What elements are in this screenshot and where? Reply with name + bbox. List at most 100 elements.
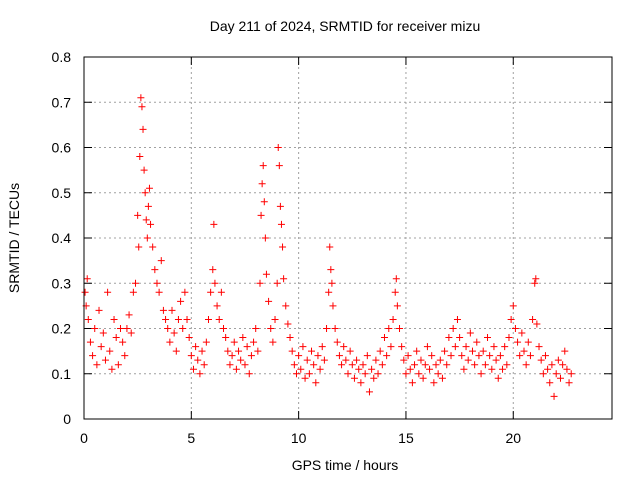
- data-point: [466, 329, 474, 337]
- data-point: [486, 352, 494, 360]
- data-point: [89, 352, 97, 360]
- data-point: [404, 352, 412, 360]
- data-point: [328, 279, 336, 287]
- data-point: [567, 370, 575, 378]
- y-tick-label: 0.8: [52, 49, 72, 65]
- data-point: [535, 343, 543, 351]
- data-point: [137, 94, 145, 102]
- data-point: [509, 302, 517, 310]
- data-point: [413, 347, 421, 355]
- data-point: [262, 270, 270, 278]
- data-point: [520, 347, 528, 355]
- data-point: [84, 315, 92, 323]
- data-point: [550, 392, 558, 400]
- data-point: [215, 315, 223, 323]
- data-point: [357, 379, 365, 387]
- data-point: [284, 320, 292, 328]
- data-point: [514, 338, 522, 346]
- data-point: [125, 311, 133, 319]
- y-tick-label: 0.5: [52, 185, 72, 201]
- data-point: [441, 347, 449, 355]
- data-point: [490, 343, 498, 351]
- data-point: [376, 347, 384, 355]
- x-tick-label: 0: [80, 430, 88, 446]
- data-point: [232, 365, 240, 373]
- data-point: [149, 243, 157, 251]
- data-point: [460, 365, 468, 373]
- data-point: [518, 329, 526, 337]
- data-point: [434, 370, 442, 378]
- data-point: [288, 347, 296, 355]
- data-point: [134, 211, 142, 219]
- data-point: [271, 315, 279, 323]
- data-point: [279, 243, 287, 251]
- data-point: [245, 370, 253, 378]
- data-point: [104, 288, 112, 296]
- x-tick-label: 10: [291, 430, 307, 446]
- data-point: [408, 379, 416, 387]
- tick-labels: 0 0.1 0.2 0.3 0.4 0.5 0.6 0.7 0.8 0 5 10 15 20: [52, 49, 522, 446]
- data-point: [353, 356, 361, 364]
- grid-lines: [84, 57, 612, 419]
- data-point: [153, 279, 161, 287]
- data-point: [383, 352, 391, 360]
- data-point: [511, 325, 519, 332]
- data-point: [346, 347, 354, 355]
- data-point: [372, 356, 380, 364]
- data-point: [110, 315, 118, 323]
- data-point: [127, 329, 135, 337]
- data-point: [159, 306, 167, 314]
- data-point: [140, 166, 148, 174]
- data-point: [438, 374, 446, 382]
- data-point: [494, 374, 502, 382]
- data-point: [250, 338, 258, 346]
- data-point: [556, 374, 564, 382]
- data-point: [297, 365, 305, 373]
- chart-title: Day 211 of 2024, SRMTID for receiver miz…: [210, 18, 481, 34]
- data-point: [563, 365, 571, 373]
- data-point: [338, 361, 346, 369]
- data-point: [475, 352, 483, 360]
- data-point: [473, 338, 481, 346]
- data-point: [181, 288, 189, 296]
- data-point: [83, 275, 91, 283]
- data-point: [314, 352, 322, 360]
- data-point: [141, 189, 149, 197]
- data-point: [421, 361, 429, 369]
- data-point: [187, 352, 195, 360]
- data-point: [355, 365, 363, 373]
- data-point: [531, 279, 539, 287]
- data-point: [194, 356, 202, 364]
- data-point: [119, 338, 127, 346]
- data-point: [554, 356, 562, 364]
- y-tick-label: 0.7: [52, 94, 72, 110]
- data-points: [81, 94, 575, 400]
- data-point: [93, 361, 101, 369]
- data-point: [370, 374, 378, 382]
- data-point: [488, 365, 496, 373]
- data-point: [363, 352, 371, 360]
- data-point: [445, 334, 453, 342]
- data-point: [359, 361, 367, 369]
- data-point: [241, 361, 249, 369]
- data-point: [276, 202, 284, 210]
- data-point: [257, 211, 265, 219]
- data-point: [316, 365, 324, 373]
- data-point: [400, 356, 408, 364]
- data-point: [565, 379, 573, 387]
- data-point: [559, 361, 567, 369]
- data-point: [447, 352, 455, 360]
- data-point: [143, 234, 151, 242]
- data-point: [430, 379, 438, 387]
- data-point: [374, 370, 382, 378]
- data-point: [546, 379, 554, 387]
- data-point: [217, 288, 225, 296]
- data-point: [415, 370, 423, 378]
- data-point: [259, 162, 267, 170]
- data-point: [108, 365, 116, 373]
- data-point: [135, 243, 143, 251]
- data-point: [292, 370, 300, 378]
- data-point: [230, 338, 238, 346]
- data-point: [423, 343, 431, 351]
- data-point: [91, 325, 99, 332]
